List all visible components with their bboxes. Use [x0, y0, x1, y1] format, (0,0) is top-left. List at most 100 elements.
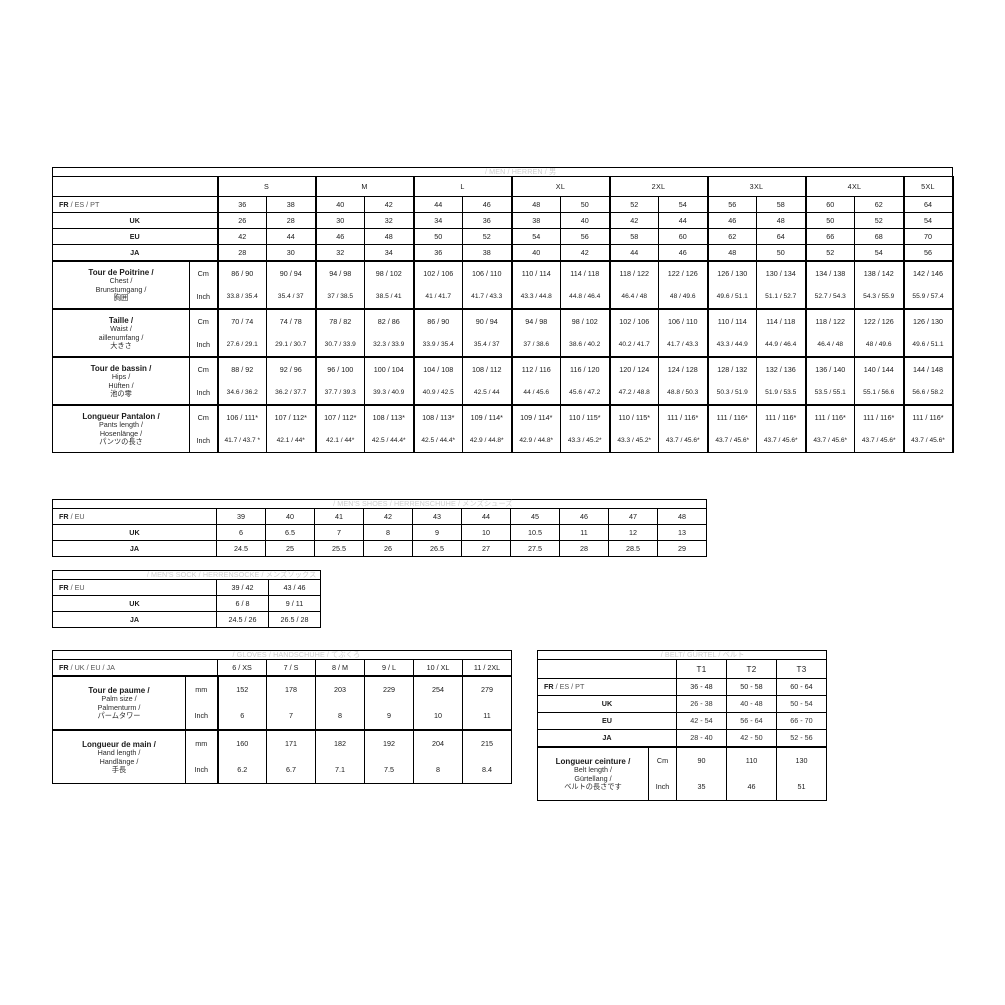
shoes-cell: 7 — [314, 524, 364, 542]
belt-inch-cell: 35 — [676, 774, 727, 802]
men-size-group-4XL: 4XL — [805, 176, 905, 198]
gloves-unit-mm: mm — [185, 675, 219, 704]
men-measure-inch-cell: 51.1 / 52.7 — [756, 285, 807, 310]
men-measure-inch-cell: 41.7 / 43.3 — [462, 285, 513, 310]
shoes-cell: 24.5 — [216, 540, 266, 558]
men-measure-cm-cell: 90 / 94 — [462, 308, 513, 334]
men-banner: HOMMES / MEN / HERREN / 男 — [52, 166, 953, 178]
shoes-row-label-fr: FR / EU — [52, 508, 217, 526]
men-ja-cell: 28 — [217, 244, 267, 262]
belt-cell: 50 - 58 — [726, 678, 777, 697]
men-ja-cell: 50 — [756, 244, 807, 262]
belt-banner-sub: / BELT/ GÜRTEL / ベルト — [658, 650, 745, 659]
men-unit-inch: Inch — [189, 333, 219, 358]
gloves-inch-cell: 8 — [315, 703, 365, 731]
socks-cell: 43 / 46 — [268, 579, 321, 597]
men-measure-cm-cell: 90 / 94 — [266, 260, 317, 286]
gloves-size-label-code: FR — [59, 662, 69, 672]
men-measure-row-inch: Inch 33.8 / 35.4 35.4 / 37 37 / 38.5 38.5 / … — [53, 285, 954, 310]
belt-cell: 52 - 56 — [776, 729, 827, 748]
men-measure-inch-cell: 43.3 / 45.2* — [609, 429, 659, 454]
men-measure-cm-cell: 108 / 113* — [413, 404, 463, 430]
men-measure-cm-cell: 102 / 106 — [413, 260, 463, 286]
shoes-cell: 39 — [216, 508, 266, 526]
men-size-group-XL: XL — [511, 176, 611, 198]
gloves-mm-cell: 182 — [315, 729, 365, 758]
men-measure-label-2-sub-1: Hüften / — [108, 380, 134, 390]
socks-row-label-ja: JA — [52, 611, 217, 629]
gloves-size-label-alt: / UK / EU / JA — [68, 662, 115, 672]
men-measure-inch-cell: 33.8 / 35.4 — [217, 285, 267, 310]
men-uk-cell: 30 — [315, 212, 365, 230]
men-banner-sub: / MEN / HERREN / 男 — [482, 167, 557, 176]
men-uk-cell: 50 — [805, 212, 855, 230]
men-measure-inch-cell: 33.9 / 35.4 — [413, 333, 463, 358]
shoes-cell: 9 — [412, 524, 462, 542]
men-measure-cm-cell: 136 / 140 — [805, 356, 855, 382]
men-uk-cell: 52 — [854, 212, 905, 230]
men-fr-cell: 52 — [609, 196, 659, 214]
gloves-inch-cell: 6 — [217, 703, 267, 731]
men-eu-cell: 50 — [413, 228, 463, 246]
men-measure-inch-cell: 37.7 / 39.3 — [315, 381, 365, 406]
men-measure-inch-cell: 37 / 38.6 — [511, 333, 561, 358]
belt-cell: 66 - 70 — [776, 712, 827, 731]
men-ja-cell: 32 — [315, 244, 365, 262]
gloves-size-6XS: 6 / XS — [217, 659, 267, 677]
men-measure-inch-cell: 29.1 / 30.7 — [266, 333, 317, 358]
men-measure-cm-cell: 111 / 116* — [903, 404, 954, 430]
men-fr-cell: 62 — [854, 196, 905, 214]
men-eu-cell: 66 — [805, 228, 855, 246]
men-eu-cell: 68 — [854, 228, 905, 246]
men-measure-cm-cell: 94 / 98 — [315, 260, 365, 286]
gloves-mm-cell: 204 — [413, 729, 463, 758]
men-measure-cm-cell: 106 / 110 — [462, 260, 513, 286]
gloves-table: GANTS / GLOVES / HANDSCHUHE / てぶくろ FR / U… — [52, 649, 512, 785]
belt-row-label-ja: JA — [537, 729, 677, 748]
gloves-unit-inch: Inch — [185, 757, 219, 785]
shoes-cell: 6 — [216, 524, 266, 542]
gloves-inch-cell: 7.1 — [315, 757, 365, 785]
men-eu-cell: 62 — [707, 228, 757, 246]
gloves-mm-cell: 203 — [315, 675, 365, 704]
belt-unit-cm: Cm — [648, 746, 677, 775]
men-measure-cm-cell: 114 / 118 — [756, 308, 807, 334]
men-measure-inch-cell: 48.8 / 50.3 — [658, 381, 709, 406]
gloves-mm-cell: 152 — [217, 675, 267, 704]
men-row-label-fr-alt: / ES / PT — [68, 199, 100, 209]
socks-banner: CHAUSSETTES HOMME / MEN'S SOCK / HERRENS… — [52, 569, 321, 581]
men-measure-cm-cell: 144 / 148 — [903, 356, 954, 382]
men-measure-label-1-title: Taille / — [108, 316, 134, 326]
men-measure-cm-cell: 102 / 106 — [609, 308, 659, 334]
gloves-mm-cell: 279 — [462, 675, 512, 704]
men-measure-inch-cell: 50.3 / 51.9 — [707, 381, 757, 406]
men-row-ja: JA 28 30 32 34 36 38 40 42 44 46 48 50 52 54 56 — [52, 244, 954, 262]
men-measure-label-0-sub-1: Brunstumgang / — [95, 284, 147, 294]
men-eu-cell: 54 — [511, 228, 561, 246]
belt-banner-row: CEINTURE / BELT/ GÜRTEL / ベルト — [537, 649, 827, 661]
gloves-banner-row: GANTS / GLOVES / HANDSCHUHE / てぶくろ — [52, 649, 512, 661]
men-measure-inch-cell: 48 / 49.6 — [658, 285, 709, 310]
socks-row-label-uk-code: UK — [129, 598, 140, 608]
socks-cell: 39 / 42 — [216, 579, 269, 597]
shoes-cell: 41 — [314, 508, 364, 526]
belt-measure-label-sub-2: ベルトの長さです — [564, 782, 622, 792]
men-size-group-row: S M L XL 2XL 3XL 4XL 5XL — [52, 176, 954, 198]
men-measure-cm-cell: 106 / 111* — [217, 404, 267, 430]
men-ja-cell: 44 — [609, 244, 659, 262]
belt-measure-row-cm: Longueur ceinture / Belt length / Gürtella… — [537, 746, 827, 802]
men-measure-inch-cell: 44.8 / 46.4 — [560, 285, 611, 310]
belt-tier-T2: T2 — [726, 659, 777, 680]
belt-cell: 26 - 38 — [676, 695, 727, 714]
men-fr-cell: 48 — [511, 196, 561, 214]
men-measure-cm-cell: 132 / 136 — [756, 356, 807, 382]
shoes-cell: 26 — [363, 540, 413, 558]
men-measure-cm-cell: 92 / 96 — [266, 356, 317, 382]
shoes-row-label-uk: UK — [52, 524, 217, 542]
shoes-cell: 10.5 — [510, 524, 560, 542]
men-sizing-table: HOMMES / MEN / HERREN / 男 S M L XL 2XL 3XL 4XL 5… — [52, 166, 954, 454]
gloves-banner: GANTS / GLOVES / HANDSCHUHE / てぶくろ — [52, 649, 512, 661]
gloves-mm-cell: 171 — [266, 729, 316, 758]
belt-cell: 42 - 54 — [676, 712, 727, 731]
